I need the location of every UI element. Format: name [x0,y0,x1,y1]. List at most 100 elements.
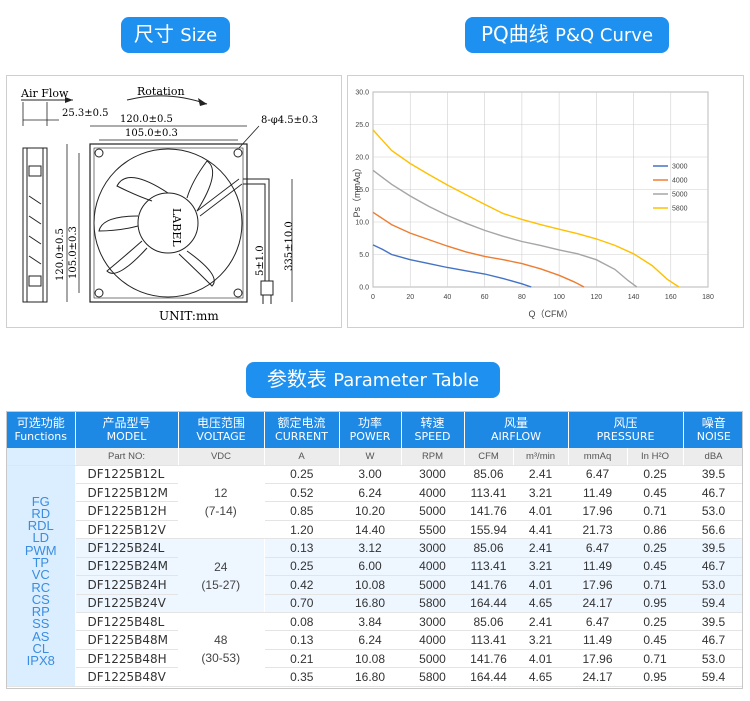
col-header-noise: 噪音 NOISE [683,412,742,448]
power-cell: 6.24 [339,483,401,503]
model-cell: DF1225B24M [75,557,178,577]
table-row: DF1225B48M 0.13 6.24 4000 113.41 3.21 11.49 0.4… [7,630,742,650]
speed-cell: 4000 [401,630,464,650]
power-cell: 6.24 [339,630,401,650]
power-cell: 10.20 [339,501,401,521]
functions-list: FG RD RDL LD PWM TP VC RC CS RP SS AS CL IPX8 [7,465,76,687]
current-cell: 0.70 [264,594,339,614]
pressure-inh2o-cell: 0.86 [627,520,684,540]
model-cell: DF1225B24H [75,575,178,595]
current-cell: 0.52 [264,483,339,503]
pq-curve-panel: 0 20 40 60 80 100 120 140 160 180 0.0 5.0 10.0 15.0 20… [347,75,744,328]
fan-dimension-drawing: Air Flow 25.3±0.5 Rotation 120.0±0.5 105… [20,85,318,323]
params-title-en: Parameter Table [333,370,480,391]
pressure-inh2o-cell: 0.95 [627,594,684,614]
x-tick-label: 120 [590,294,602,301]
table-row: DF1225B12M 0.52 6.24 4000 113.41 3.21 11.49 0.4… [7,483,742,503]
col-header-functions: 可选功能 Functions [7,412,76,448]
function-item: IPX8 [26,653,55,669]
pressure-mmaq-cell: 11.49 [568,630,628,650]
speed-cell: 5000 [401,649,464,669]
noise-cell: 53.0 [683,649,742,669]
airflow-cfm-cell: 164.44 [464,594,513,614]
unit-label: UNIT:mm [159,309,219,323]
speed-cell: 4000 [401,483,464,503]
table-row: DF1225B24M 0.25 6.00 4000 113.41 3.21 11.49 0.4… [7,557,742,577]
airflow-cfm-cell: 141.76 [464,575,513,595]
x-tick-label: 60 [481,294,489,301]
noise-cell: 39.5 [683,612,742,632]
voltage-range: (7-14) [204,503,237,518]
table-row: DF1225B12H 0.85 10.20 5000 141.76 4.01 17.96 0.… [7,501,742,521]
current-cell: 0.13 [264,630,339,650]
table-row: DF1225B48H 0.21 10.08 5000 141.76 4.01 17.96 0.… [7,649,742,669]
size-title-zh: 尺寸 [133,22,174,46]
voltage-nominal: 24 [214,559,228,574]
x-tick-label: 40 [444,294,452,301]
pressure-mmaq-cell: 6.47 [568,538,628,558]
airflow-cfm-cell: 113.41 [464,557,513,577]
hole-spacing-dimension: 105.0±0.3 [125,128,178,139]
table-row: FG RD RDL LD PWM TP VC RC CS RP SS AS CL IPX8 DF1225B1… [7,465,742,687]
airflow-cfm-cell: 141.76 [464,649,513,669]
rotation-label: Rotation [137,85,185,98]
pressure-mmaq-cell: 6.47 [568,465,628,484]
table-row: DF1225B24H 0.42 10.08 5000 141.76 4.01 17.96 0.… [7,575,742,595]
pq-curve-chart: 0 20 40 60 80 100 120 140 160 180 0.0 5.0 10.0 15.0 20… [352,90,714,320]
col-header-power: 功率 POWER [339,412,402,448]
airflow-cfm-cell: 113.41 [464,483,513,503]
depth-dimension: 25.3±0.5 [62,108,109,119]
chart-ticks: 0 20 40 60 80 100 120 140 160 180 0.0 5.0 10.0 15.0 20… [355,90,714,302]
noise-cell: 46.7 [683,557,742,577]
table-row: DF1225B12V 1.20 14.40 5500 155.94 4.41 21.73 0.… [7,520,742,540]
units-row: Part NO: VDC A W RPM CFM m³/min mmAq In … [7,448,742,466]
power-cell: 6.00 [339,557,401,577]
airflow-cfm-cell: 113.41 [464,630,513,650]
outer-height-dimension: 120.0±0.5 [55,228,66,281]
unit-cell: Part NO: [75,448,179,466]
noise-cell: 59.4 [683,667,742,687]
current-cell: 0.13 [264,538,339,558]
y-tick-label: 0.0 [359,285,369,292]
model-cell: DF1225B24V [75,594,178,614]
function-item: CS [31,591,50,607]
y-tick-label: 10.0 [355,220,369,227]
x-tick-label: 100 [553,294,565,301]
model-cell: DF1225B48V [75,667,178,687]
voltage-group-cell: 12 (7-14) [178,465,265,540]
power-cell: 16.80 [339,667,401,687]
chart-series [372,129,680,288]
airflow-m3-cell: 4.65 [513,667,569,687]
function-item: SS [32,616,50,632]
speed-cell: 4000 [401,557,464,577]
pressure-mmaq-cell: 6.47 [568,612,628,632]
current-cell: 0.85 [264,501,339,521]
speed-cell: 5000 [401,501,464,521]
y-tick-label: 20.0 [355,155,369,162]
table-row: DF1225B48L 48 (30-53) 0.08 3.84 3000 85.06 2.41… [7,612,742,687]
x-tick-label: 20 [406,294,414,301]
unit-cell: RPM [401,448,465,466]
lead-strip-dimension: 5±1.0 [255,245,266,276]
power-cell: 10.08 [339,649,401,669]
series-line-5000 [372,169,638,288]
pressure-inh2o-cell: 0.71 [627,575,684,595]
airflow-m3-cell: 3.21 [513,557,569,577]
x-tick-label: 0 [371,294,375,301]
y-tick-label: 25.0 [355,122,369,129]
pressure-mmaq-cell: 21.73 [568,520,628,540]
model-cell: DF1225B12V [75,520,178,540]
airflow-cfm-cell: 141.76 [464,501,513,521]
voltage-nominal: 12 [214,485,228,500]
power-cell: 3.84 [339,612,401,632]
pressure-inh2o-cell: 0.25 [627,465,684,484]
legend-label: 3000 [672,164,688,171]
legend-label: 5000 [672,192,688,199]
model-cell: DF1225B12M [75,483,178,503]
speed-cell: 3000 [401,612,464,632]
function-item: RDL [27,518,54,534]
airflow-m3-cell: 4.01 [513,575,569,595]
model-cell: DF1225B12L [75,465,178,484]
function-item: LD [32,530,50,546]
x-tick-label: 160 [665,294,677,301]
